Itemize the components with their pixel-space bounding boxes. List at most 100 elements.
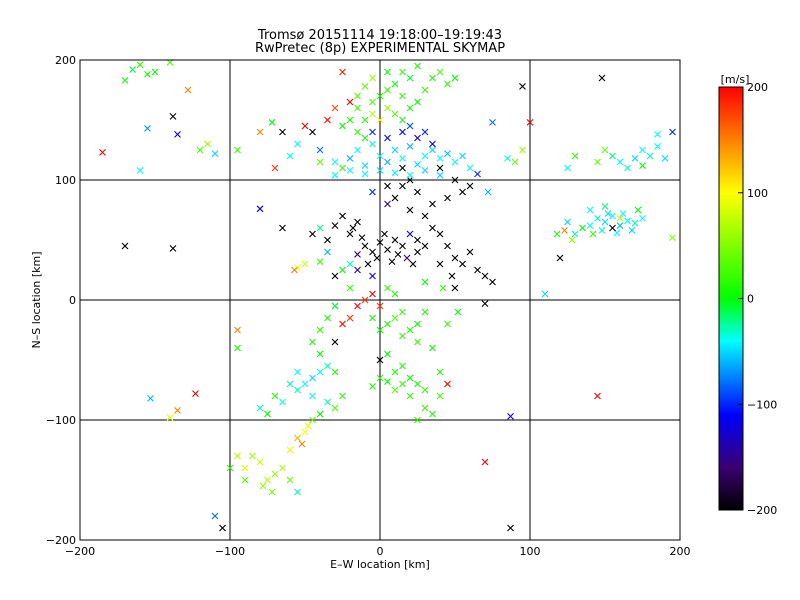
scatter-point (301, 122, 309, 130)
scatter-point (474, 170, 481, 178)
scatter-point (616, 222, 624, 229)
scatter-point (376, 167, 384, 174)
grid-lines (80, 60, 680, 540)
scatter-point (316, 146, 324, 154)
scatter-point (376, 356, 384, 364)
scatter-point (403, 254, 411, 262)
scatter-point (511, 158, 519, 166)
y-tick-label: 200 (55, 54, 76, 67)
scatter-point (384, 104, 391, 112)
scatter-point (481, 300, 489, 307)
scatter-point (624, 217, 631, 225)
scatter-point (304, 422, 312, 430)
scatter-point (364, 260, 372, 268)
scatter-point (444, 242, 451, 250)
x-axis-ticks: −200 −100 0 100 200 (65, 60, 691, 558)
scatter-point (271, 164, 279, 172)
scatter-point (444, 150, 451, 157)
scatter-point (561, 227, 568, 234)
scatter-point (451, 74, 459, 82)
scatter-point (384, 68, 391, 76)
scatter-point (339, 266, 346, 274)
scatter-point (147, 395, 154, 402)
scatter-point (301, 428, 309, 436)
scatter-point (346, 116, 354, 124)
scatter-point (654, 131, 661, 138)
scatter-point (391, 110, 399, 118)
scatter-point (406, 374, 414, 382)
scatter-point (346, 314, 354, 322)
scatter-point (391, 386, 399, 394)
scatter-point (646, 152, 654, 160)
scatter-point (391, 290, 399, 298)
x-tick-label: 200 (670, 545, 691, 558)
scatter-point (369, 128, 376, 136)
scatter-point (406, 104, 414, 112)
scatter-point (654, 143, 661, 150)
scatter-point (294, 386, 301, 394)
scatter-point (459, 188, 466, 196)
scatter-point (196, 146, 204, 154)
scatter-point (406, 230, 414, 238)
scatter-point (429, 410, 436, 418)
scatter-point (331, 171, 339, 179)
scatter-point (316, 350, 324, 358)
scatter-point (369, 74, 376, 82)
scatter-point (391, 146, 399, 154)
scatter-point (601, 203, 609, 210)
scatter-point (399, 308, 406, 316)
scatter-point (436, 260, 444, 268)
scatter-point (369, 290, 376, 298)
scatter-point (454, 308, 462, 316)
scatter-point (369, 314, 376, 322)
scatter-point (526, 119, 534, 126)
colorbar-tick-label: 0 (747, 293, 754, 306)
scatter-point (406, 122, 414, 130)
scatter-point (541, 290, 549, 298)
scatter-point (616, 215, 624, 222)
scatter-points (99, 59, 676, 532)
scatter-point (391, 236, 399, 244)
scatter-point (316, 326, 324, 334)
scatter-point (369, 98, 376, 106)
scatter-point (279, 128, 286, 136)
scatter-point (459, 260, 466, 268)
scatter-point (346, 155, 354, 162)
scatter-point (421, 167, 429, 174)
scatter-point (631, 155, 639, 162)
scatter-point (406, 143, 414, 150)
scatter-point (361, 170, 369, 178)
x-tick-label: −100 (215, 545, 245, 558)
scatter-point (268, 119, 276, 126)
scatter-point (414, 188, 421, 196)
scatter-point (309, 230, 316, 238)
scatter-point (481, 458, 489, 466)
scatter-point (339, 392, 346, 400)
scatter-point (144, 125, 151, 132)
scatter-point (381, 230, 388, 238)
scatter-point (384, 350, 391, 358)
scatter-point (286, 152, 294, 160)
scatter-point (354, 104, 361, 112)
scatter-point (564, 218, 571, 226)
scatter-point (399, 332, 406, 340)
y-tick-label: −100 (46, 414, 76, 427)
scatter-point (586, 206, 594, 214)
scatter-point (594, 215, 601, 222)
scatter-point (256, 458, 264, 466)
scatter-point (354, 302, 361, 310)
scatter-point (391, 169, 399, 177)
scatter-point (309, 374, 316, 382)
plot-area (79, 59, 681, 541)
scatter-point (399, 242, 406, 250)
scatter-point (436, 68, 444, 76)
scatter-point (369, 272, 376, 280)
scatter-point (316, 368, 324, 376)
scatter-point (507, 524, 514, 532)
scatter-point (324, 116, 331, 124)
scatter-point (256, 128, 264, 136)
scatter-point (286, 476, 294, 484)
scatter-point (354, 251, 361, 258)
scatter-point (234, 146, 241, 154)
scatter-point (204, 140, 211, 148)
